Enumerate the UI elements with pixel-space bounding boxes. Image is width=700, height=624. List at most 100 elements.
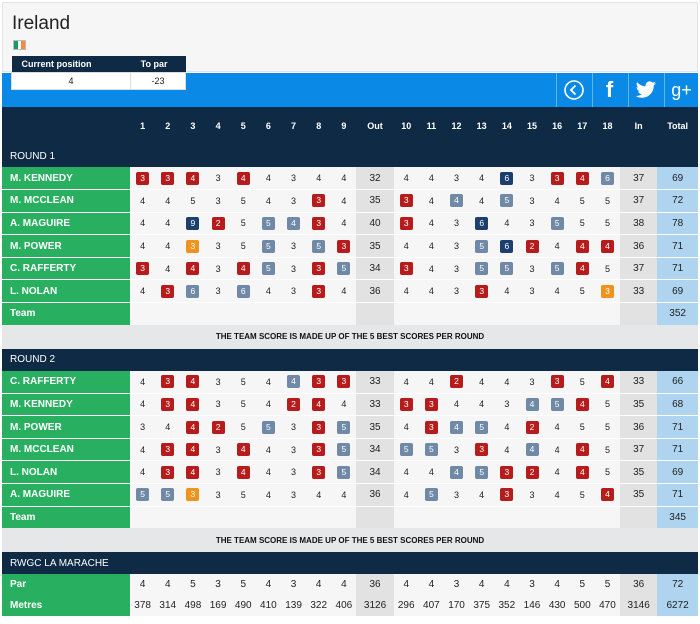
score-cell: 4	[443, 393, 470, 417]
score-marker: 4	[600, 375, 614, 389]
score-cell: 4	[331, 189, 357, 213]
score-cell: 38	[620, 212, 658, 236]
score-cell: 2	[280, 393, 307, 417]
score-cell: 4	[230, 460, 256, 485]
empty-cell	[544, 302, 570, 325]
player-name[interactable]: M. MCCLEAN	[2, 189, 131, 213]
score-cell: 4	[331, 279, 357, 304]
twitter-button[interactable]	[628, 73, 662, 107]
score-cell: 33	[620, 370, 658, 394]
team-score-note-row: THE TEAM SCORE IS MADE UP OF THE 5 BEST …	[2, 528, 698, 553]
team-total-row: Team 352	[2, 302, 698, 325]
hole-header: 12	[443, 107, 470, 145]
score-marker: 4	[575, 171, 589, 185]
score-cell: 3	[155, 438, 181, 462]
player-name[interactable]: M. MCCLEAN	[2, 438, 131, 462]
score-cell: 3	[306, 279, 332, 304]
score-marker: 5	[475, 262, 489, 276]
score-cell: 5	[544, 257, 570, 281]
score-cell: 5	[331, 438, 357, 462]
score-marker: 3	[337, 375, 351, 389]
course-par-value: 4	[393, 574, 419, 596]
score-cell: 3	[494, 460, 520, 485]
score-cell: 36	[620, 415, 658, 439]
score-cell: 4	[180, 460, 206, 485]
score-cell: 4	[130, 370, 156, 394]
course-par-value: 3	[205, 574, 231, 596]
course-metres-value: 3126	[356, 595, 394, 617]
score-cell: 3	[494, 483, 520, 507]
score-cell: 35	[620, 393, 658, 417]
course-metres-value: 406	[331, 595, 357, 617]
score-cell: 3	[519, 257, 545, 281]
score-cell: 3	[130, 415, 156, 439]
score-cell: 5	[594, 189, 621, 213]
player-row: A. MAGUIRE 5 5 3 3 5 4 3 4 4 36 4 5 3 4 3 3 4 5 4 35 71	[2, 483, 698, 507]
score-cell: 4	[494, 370, 520, 394]
score-cell: 4	[331, 483, 357, 507]
player-row: A. MAGUIRE 4 4 9 2 5 5 4 3 4 40 3 4 3 6 4 3 5 5 5 38 78	[2, 212, 698, 236]
position-value: 4	[10, 71, 132, 90]
score-cell: 4	[255, 370, 281, 394]
empty-cell	[620, 302, 658, 325]
course-metres-row: Metres 378 314 498 169 490 410 139 322 406 3126 296…	[2, 595, 698, 617]
score-marker: 3	[312, 216, 326, 230]
empty-cell	[544, 506, 570, 529]
score-cell: 3	[155, 167, 181, 191]
player-name[interactable]: M. KENNEDY	[2, 393, 131, 417]
score-marker: 3	[475, 284, 489, 298]
score-marker: 3	[312, 375, 326, 389]
score-marker: 3	[399, 194, 413, 208]
score-marker: 3	[312, 262, 326, 276]
score-cell: 4	[130, 212, 156, 236]
score-cell: 72	[657, 189, 698, 213]
score-marker: 2	[211, 420, 225, 434]
score-cell: 2	[205, 415, 231, 439]
score-marker: 4	[600, 488, 614, 502]
empty-cell	[469, 506, 495, 529]
score-cell: 37	[620, 438, 658, 462]
score-cell: 4	[255, 438, 281, 462]
score-cell: 5	[594, 257, 621, 281]
player-name[interactable]: A. MAGUIRE	[2, 212, 131, 236]
score-cell: 71	[657, 438, 698, 462]
score-cell: 5	[230, 212, 256, 236]
facebook-button[interactable]: f	[592, 73, 626, 107]
score-marker: 3	[312, 465, 326, 479]
score-cell: 4	[443, 415, 470, 439]
course-par-label: Par	[2, 574, 131, 596]
score-marker: 4	[575, 443, 589, 457]
player-name[interactable]: L. NOLAN	[2, 279, 131, 304]
player-name[interactable]: L. NOLAN	[2, 460, 131, 485]
team-score-note: THE TEAM SCORE IS MADE UP OF THE 5 BEST …	[2, 324, 698, 349]
score-cell: 4	[230, 167, 256, 191]
player-name[interactable]: M. KENNEDY	[2, 167, 131, 191]
score-cell: 3	[544, 370, 570, 394]
player-name[interactable]: M. POWER	[2, 415, 131, 439]
score-cell: 4	[180, 370, 206, 394]
player-name[interactable]: M. POWER	[2, 234, 131, 258]
player-name[interactable]: C. RAFFERTY	[2, 257, 131, 281]
score-marker: 4	[186, 420, 200, 434]
score-cell: 4	[130, 438, 156, 462]
score-marker: 4	[450, 465, 464, 479]
empty-cell	[331, 506, 357, 529]
empty-cell	[155, 302, 181, 325]
hole-header: 1	[130, 107, 156, 145]
course-par-row: Par 4 4 5 3 5 4 3 4 4 36 4 4 3 4 4 3 4 5 5 36 72	[2, 574, 698, 596]
score-cell: 4	[180, 393, 206, 417]
empty-cell	[130, 506, 156, 529]
score-cell: 35	[620, 483, 658, 507]
score-cell: 3	[306, 370, 332, 394]
player-name[interactable]: C. RAFFERTY	[2, 370, 131, 394]
google-plus-button[interactable]: g+	[664, 73, 698, 107]
team-total: 352	[657, 302, 698, 325]
score-cell: 5	[594, 460, 621, 485]
player-name[interactable]: A. MAGUIRE	[2, 483, 131, 507]
empty-cell	[418, 302, 444, 325]
back-button[interactable]	[556, 73, 590, 107]
score-cell: 4	[306, 393, 332, 417]
course-par-value: 3	[519, 574, 545, 596]
score-cell: 5	[569, 415, 595, 439]
course-metres-value: 314	[155, 595, 181, 617]
